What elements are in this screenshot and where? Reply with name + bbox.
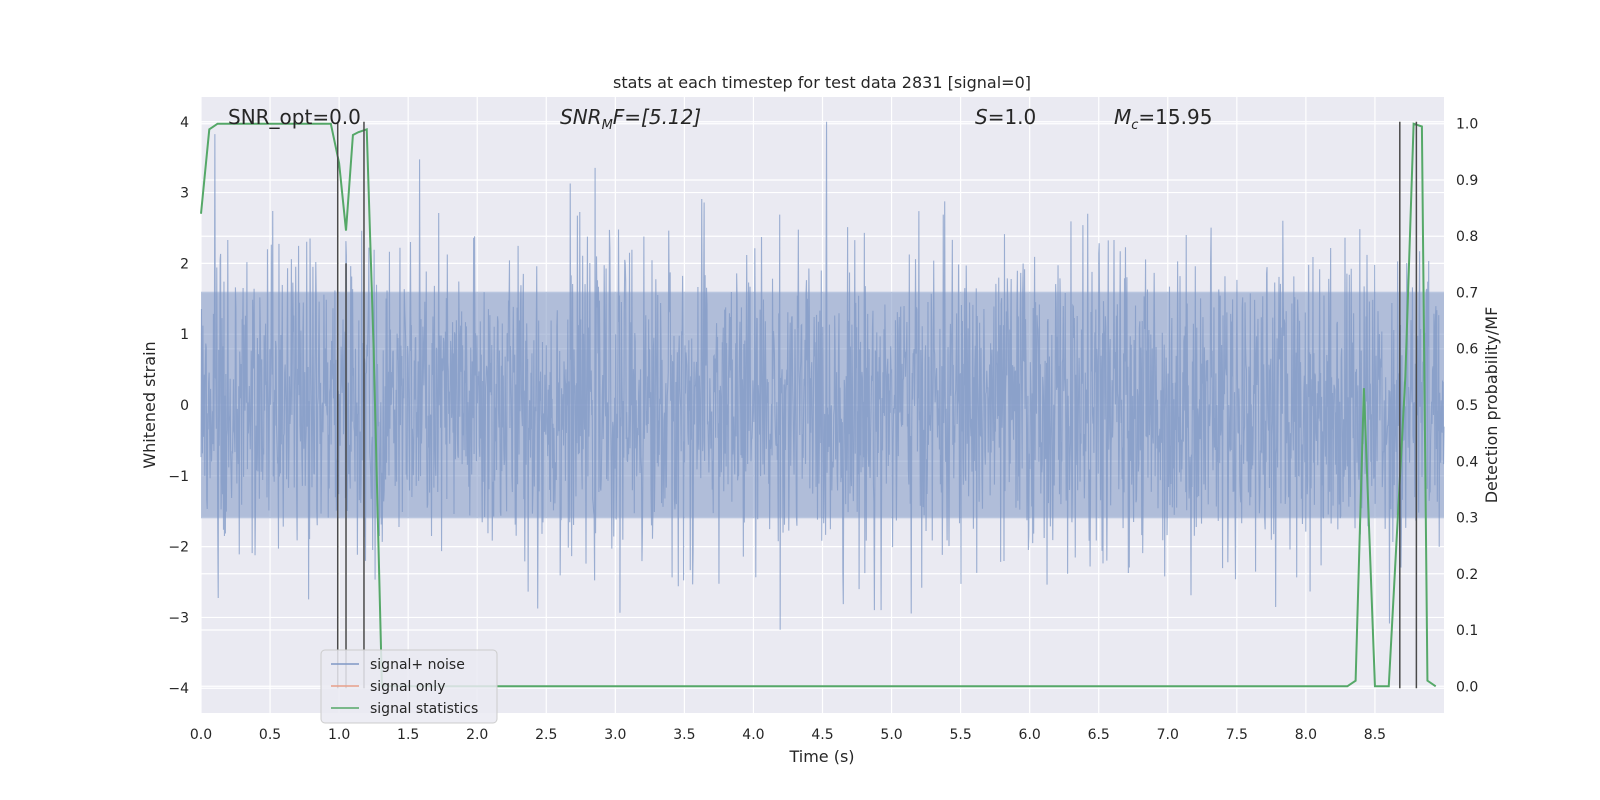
x-tick-label: 7.5 bbox=[1226, 727, 1248, 743]
annotation-mc-value: =15.95 bbox=[1138, 105, 1212, 129]
x-tick-label: 4.5 bbox=[811, 727, 833, 743]
y-right-axis-label: Detection probability/MF bbox=[1482, 307, 1501, 504]
y-right-tick-label: 0.6 bbox=[1456, 342, 1478, 358]
annotation-snr-mf-tail: F=[5.12] bbox=[613, 105, 701, 129]
annotation-snr-mf: SNRMF=[5.12] bbox=[560, 105, 701, 133]
x-tick-label: 1.5 bbox=[397, 727, 419, 743]
annotation-snr-opt: SNR_opt=0.0 bbox=[228, 105, 361, 129]
y-right-tick-label: 0.5 bbox=[1456, 398, 1478, 414]
x-tick-label: 2.0 bbox=[466, 727, 488, 743]
y-right-tick-label: 1.0 bbox=[1456, 117, 1478, 133]
y-tick-label: −4 bbox=[168, 681, 189, 697]
legend-box bbox=[320, 649, 498, 724]
y-right-tick-label: 0.4 bbox=[1456, 454, 1478, 470]
legend-label-signal-noise: signal+ noise bbox=[370, 657, 465, 673]
y-tick-label: 3 bbox=[180, 186, 189, 202]
x-tick-label: 5.5 bbox=[949, 727, 971, 743]
legend-label-signal-statistics: signal statistics bbox=[370, 701, 478, 717]
y-tick-label: −3 bbox=[168, 610, 189, 626]
x-tick-labels: 0.0 0.5 1.0 1.5 2.0 2.5 3.0 3.5 4.0 4.5 5.0 5.5 6.0 6… bbox=[190, 727, 1386, 743]
y-axis-label: Whitened strain bbox=[140, 341, 159, 468]
x-tick-label: 1.0 bbox=[328, 727, 350, 743]
y-right-tick-label: 0.3 bbox=[1456, 511, 1478, 527]
y-right-tick-label: 0.9 bbox=[1456, 173, 1478, 189]
x-tick-label: 6.0 bbox=[1019, 727, 1041, 743]
chart-title: stats at each timestep for test data 283… bbox=[613, 73, 1031, 92]
annotation-s: S=1.0 bbox=[975, 105, 1036, 129]
annotation-s-symbol: S bbox=[975, 105, 988, 129]
y-tick-label: 0 bbox=[180, 398, 189, 414]
y-tick-label: −1 bbox=[168, 469, 189, 485]
y-right-tick-label: 0.7 bbox=[1456, 285, 1478, 301]
x-tick-label: 8.5 bbox=[1364, 727, 1386, 743]
y-right-tick-label: 0.2 bbox=[1456, 567, 1478, 583]
x-tick-label: 5.0 bbox=[880, 727, 902, 743]
y-tick-label: 4 bbox=[180, 115, 189, 131]
x-tick-label: 3.5 bbox=[673, 727, 695, 743]
x-tick-label: 3.0 bbox=[604, 727, 626, 743]
x-tick-label: 4.0 bbox=[742, 727, 764, 743]
y-tick-label: 1 bbox=[180, 327, 189, 343]
y-right-tick-label: 0.8 bbox=[1456, 229, 1478, 245]
annotation-snr-mf-main: SNR bbox=[560, 105, 602, 129]
y-tick-label: 2 bbox=[180, 256, 189, 272]
x-tick-label: 8.0 bbox=[1295, 727, 1317, 743]
vertical-markers bbox=[336, 121, 1418, 689]
signal-noise-dense-band bbox=[201, 291, 1444, 519]
legend: signal+ noise signal only signal statist… bbox=[320, 649, 498, 724]
annotation-snr-mf-sub: M bbox=[602, 118, 613, 133]
x-tick-label: 0.5 bbox=[259, 727, 281, 743]
annotation-mc-symbol: M bbox=[1114, 105, 1131, 129]
y-right-tick-label: 0.1 bbox=[1456, 623, 1478, 639]
annotation-s-value: =1.0 bbox=[988, 105, 1037, 129]
x-tick-label: 2.5 bbox=[535, 727, 557, 743]
legend-label-signal-only: signal only bbox=[370, 679, 445, 695]
y-tick-labels: 4 3 2 1 0 −1 −2 −3 −4 bbox=[168, 115, 189, 697]
x-axis-label: Time (s) bbox=[788, 747, 854, 766]
y-right-tick-label: 0.0 bbox=[1456, 679, 1478, 695]
x-tick-label: 7.0 bbox=[1157, 727, 1179, 743]
x-tick-label: 6.5 bbox=[1088, 727, 1110, 743]
x-tick-label: 0.0 bbox=[190, 727, 212, 743]
annotation-mc: Mc=15.95 bbox=[1114, 105, 1212, 133]
annotation-mc-sub: c bbox=[1131, 118, 1138, 133]
y-tick-label: −2 bbox=[168, 540, 189, 556]
y-right-tick-labels: 1.0 0.9 0.8 0.7 0.6 0.5 0.4 0.3 0.2 0.1 0.0 bbox=[1456, 117, 1478, 696]
signal-noise-series bbox=[200, 121, 1445, 630]
